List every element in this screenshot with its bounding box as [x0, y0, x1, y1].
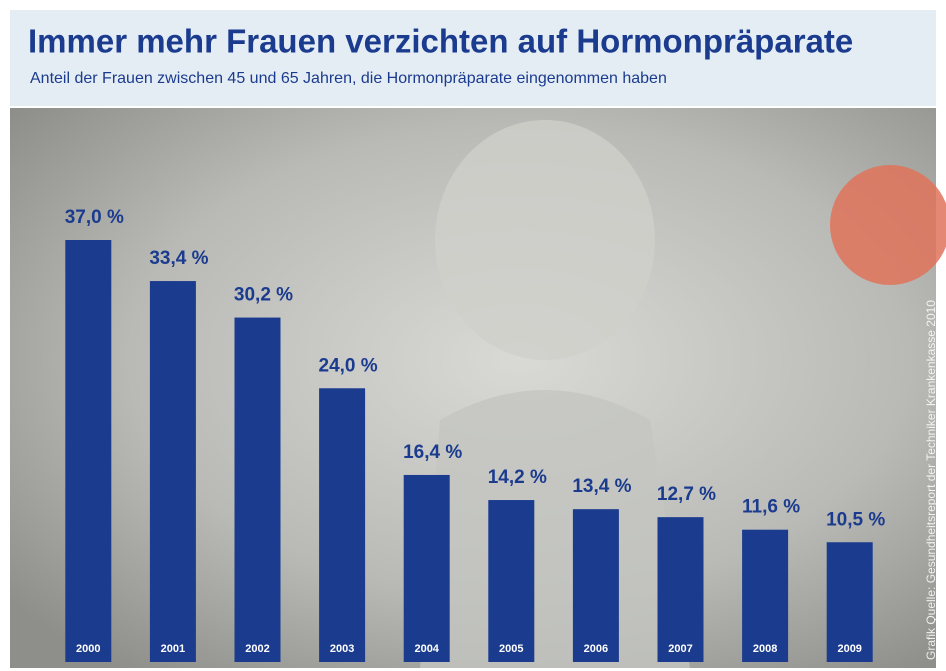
x-tick-label: 2005: [499, 643, 523, 655]
value-label: 33,4 %: [149, 248, 208, 269]
bar: [150, 281, 196, 662]
x-tick-label: 2008: [753, 643, 777, 655]
photo-figure: [435, 120, 655, 360]
bar: [65, 240, 111, 662]
x-tick-label: 2009: [837, 643, 861, 655]
x-tick-label: 2003: [330, 643, 354, 655]
source-note: Grafik Quelle: Gesundheitsreport der Tec…: [924, 300, 938, 660]
value-label: 10,5 %: [826, 509, 885, 530]
x-tick-label: 2000: [76, 643, 100, 655]
x-tick-label: 2007: [668, 643, 692, 655]
value-label: 14,2 %: [488, 467, 547, 488]
bar: [658, 517, 704, 662]
bar: [404, 475, 450, 662]
x-tick-label: 2002: [245, 643, 269, 655]
value-label: 16,4 %: [403, 442, 462, 463]
photo-light: [830, 165, 946, 285]
page: Immer mehr Frauen verzichten auf Hormonp…: [0, 0, 946, 671]
chart: Immer mehr Frauen verzichten auf Hormonp…: [0, 0, 946, 671]
value-label: 24,0 %: [319, 355, 378, 376]
chart-title: Immer mehr Frauen verzichten auf Hormonp…: [28, 23, 853, 60]
value-label: 12,7 %: [657, 484, 716, 505]
chart-subtitle: Anteil der Frauen zwischen 45 und 65 Jah…: [30, 70, 667, 87]
bar: [235, 318, 281, 662]
bar: [319, 388, 365, 662]
x-tick-label: 2006: [584, 643, 608, 655]
x-tick-label: 2001: [161, 643, 185, 655]
bar: [488, 500, 534, 662]
value-label: 30,2 %: [234, 285, 293, 306]
value-label: 13,4 %: [572, 476, 631, 497]
bar: [573, 509, 619, 662]
photo-figure: [420, 390, 690, 668]
value-label: 37,0 %: [65, 207, 124, 228]
value-label: 11,6 %: [742, 497, 800, 518]
x-tick-label: 2004: [414, 643, 439, 655]
